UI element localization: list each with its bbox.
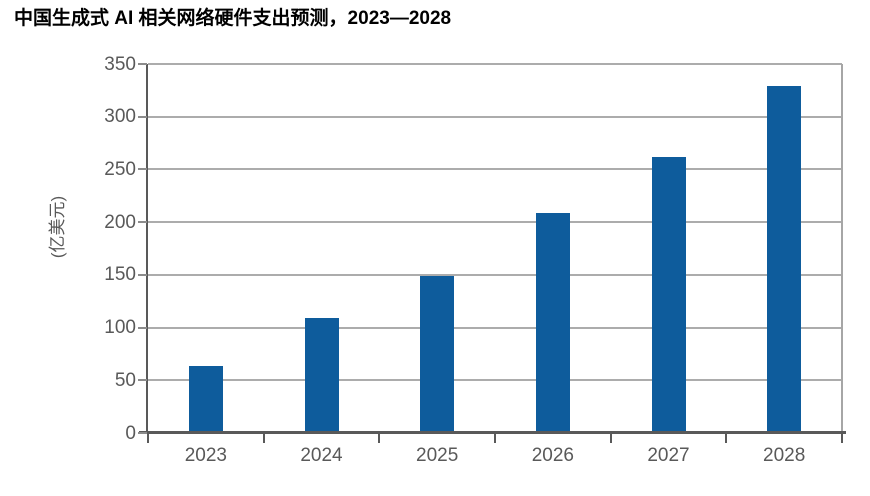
gridline-300 [148, 115, 842, 118]
gridline-50 [148, 379, 842, 382]
x-axis-tick-4 [609, 434, 612, 443]
y-axis-tick-250 [138, 168, 147, 171]
bar-2025 [420, 275, 455, 433]
bar-2023 [188, 365, 223, 433]
y-axis-tick-50 [138, 379, 147, 382]
bar-2026 [535, 212, 570, 433]
bar-2027 [651, 156, 686, 433]
gridline-150 [148, 273, 842, 276]
y-axis-tick-100 [138, 326, 147, 329]
y-axis-tick-0 [138, 432, 147, 434]
chart-title: 中国生成式 AI 相关网络硬件支出预测，2023—2028 [14, 8, 452, 29]
x-axis-label-2028: 2028 [763, 445, 806, 466]
x-axis-tick-0 [147, 434, 149, 443]
plot-right-border [841, 64, 843, 433]
plot-area [148, 63, 842, 433]
x-axis-tick-1 [262, 434, 265, 443]
y-axis-tick-300 [138, 115, 147, 118]
y-axis-tick-350 [138, 63, 147, 65]
x-axis-label-2025: 2025 [416, 445, 459, 466]
x-axis-tick-2 [378, 434, 381, 443]
y-axis-label-200: 200 [104, 211, 136, 233]
x-axis-tick-3 [494, 434, 496, 443]
bar-2024 [304, 318, 339, 433]
y-axis-label-50: 50 [114, 369, 136, 391]
y-axis-tick-200 [138, 221, 147, 224]
y-axis-line [146, 64, 148, 433]
y-axis-label-0: 0 [125, 422, 136, 444]
x-axis-tick-5 [725, 434, 728, 443]
x-axis-label-2024: 2024 [300, 445, 343, 466]
x-axis-tick-6 [841, 434, 843, 443]
gridline-250 [148, 168, 842, 171]
x-axis-label-2027: 2027 [647, 445, 690, 466]
y-axis-label-150: 150 [104, 264, 136, 286]
y-axis-label-300: 300 [104, 106, 136, 128]
gridline-200 [148, 221, 842, 224]
x-axis-label-2026: 2026 [531, 445, 574, 466]
y-axis-label-100: 100 [104, 317, 136, 339]
y-axis-tick-150 [138, 273, 147, 276]
gridline-350 [148, 63, 842, 65]
bar-2028 [767, 86, 802, 433]
x-axis-line [139, 431, 846, 434]
gridline-100 [148, 326, 842, 329]
x-axis-label-2023: 2023 [184, 445, 227, 466]
y-axis-label-350: 350 [104, 53, 136, 75]
y-axis-label-250: 250 [104, 158, 136, 180]
